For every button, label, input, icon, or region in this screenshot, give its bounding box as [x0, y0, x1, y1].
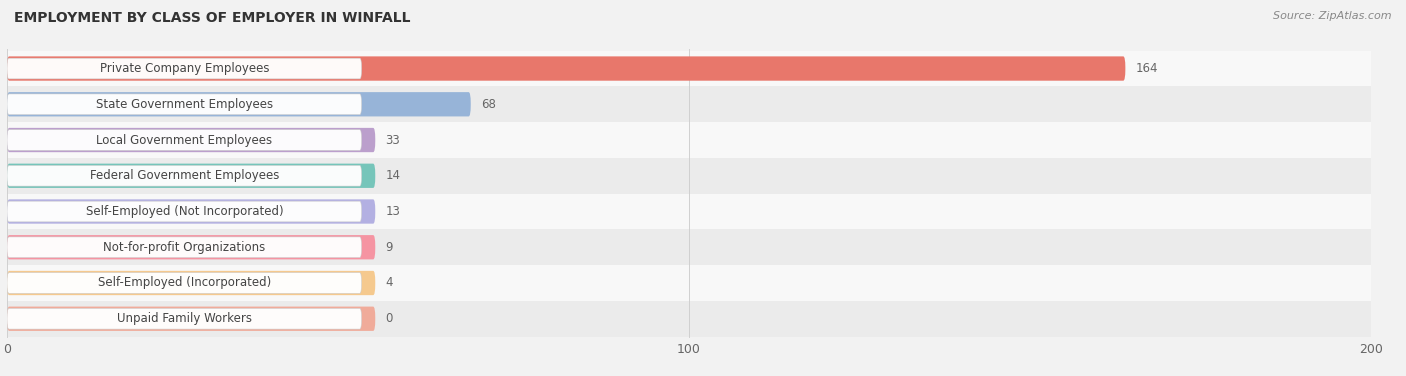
- Text: Self-Employed (Not Incorporated): Self-Employed (Not Incorporated): [86, 205, 283, 218]
- Text: Federal Government Employees: Federal Government Employees: [90, 169, 278, 182]
- FancyBboxPatch shape: [7, 237, 361, 258]
- FancyBboxPatch shape: [7, 201, 361, 222]
- Text: 68: 68: [481, 98, 496, 111]
- Text: Not-for-profit Organizations: Not-for-profit Organizations: [103, 241, 266, 254]
- Text: 13: 13: [385, 205, 401, 218]
- FancyBboxPatch shape: [7, 271, 375, 295]
- Bar: [7, 51, 1371, 86]
- FancyBboxPatch shape: [7, 92, 471, 117]
- Bar: [7, 158, 1371, 194]
- Text: 0: 0: [385, 312, 392, 325]
- FancyBboxPatch shape: [7, 128, 375, 152]
- FancyBboxPatch shape: [7, 273, 361, 293]
- Text: Local Government Employees: Local Government Employees: [96, 133, 273, 147]
- FancyBboxPatch shape: [7, 130, 361, 150]
- Text: 9: 9: [385, 241, 394, 254]
- FancyBboxPatch shape: [7, 306, 375, 331]
- FancyBboxPatch shape: [7, 56, 1125, 81]
- Text: Private Company Employees: Private Company Employees: [100, 62, 269, 75]
- Text: State Government Employees: State Government Employees: [96, 98, 273, 111]
- FancyBboxPatch shape: [7, 235, 375, 259]
- FancyBboxPatch shape: [7, 94, 361, 115]
- Text: 164: 164: [1136, 62, 1159, 75]
- Bar: [7, 301, 1371, 337]
- Bar: [7, 194, 1371, 229]
- Text: Source: ZipAtlas.com: Source: ZipAtlas.com: [1274, 11, 1392, 21]
- Bar: [7, 122, 1371, 158]
- FancyBboxPatch shape: [7, 164, 375, 188]
- Text: 33: 33: [385, 133, 401, 147]
- Bar: [7, 229, 1371, 265]
- Bar: [7, 265, 1371, 301]
- FancyBboxPatch shape: [7, 199, 375, 224]
- FancyBboxPatch shape: [7, 165, 361, 186]
- FancyBboxPatch shape: [7, 58, 361, 79]
- Text: 14: 14: [385, 169, 401, 182]
- Text: Self-Employed (Incorporated): Self-Employed (Incorporated): [97, 276, 271, 290]
- Text: Unpaid Family Workers: Unpaid Family Workers: [117, 312, 252, 325]
- Text: 4: 4: [385, 276, 394, 290]
- Bar: [7, 86, 1371, 122]
- Text: EMPLOYMENT BY CLASS OF EMPLOYER IN WINFALL: EMPLOYMENT BY CLASS OF EMPLOYER IN WINFA…: [14, 11, 411, 25]
- FancyBboxPatch shape: [7, 308, 361, 329]
